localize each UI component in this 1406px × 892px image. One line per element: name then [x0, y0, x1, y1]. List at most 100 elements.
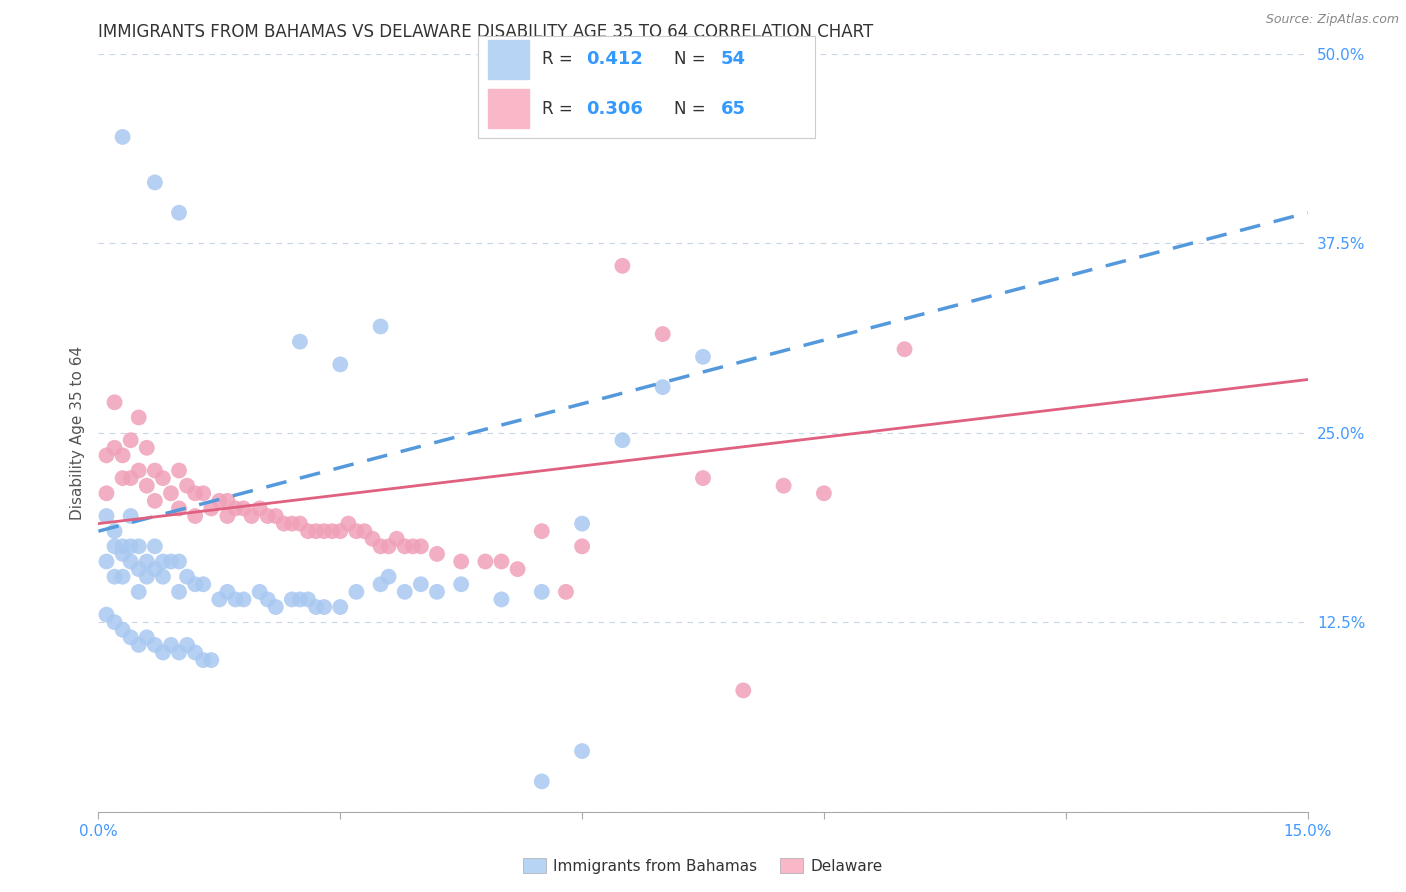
- Point: [184, 646, 207, 660]
- Point: [571, 744, 593, 758]
- Point: [651, 327, 673, 342]
- Point: [96, 607, 118, 622]
- Text: 54: 54: [721, 50, 747, 69]
- Point: [426, 585, 449, 599]
- Point: [128, 539, 150, 553]
- Point: [273, 516, 295, 531]
- Point: [135, 479, 157, 493]
- Point: [167, 206, 190, 220]
- Bar: [488, 89, 529, 128]
- Point: [612, 259, 634, 273]
- Point: [217, 508, 239, 523]
- Point: [893, 343, 915, 357]
- Point: [152, 570, 174, 584]
- Point: [314, 524, 336, 539]
- Point: [288, 334, 311, 349]
- Point: [193, 653, 215, 667]
- Point: [111, 539, 134, 553]
- Point: [361, 532, 384, 546]
- Point: [135, 570, 157, 584]
- Point: [208, 494, 231, 508]
- Point: [240, 508, 263, 523]
- Point: [103, 441, 125, 455]
- Point: [530, 524, 553, 539]
- Point: [232, 501, 254, 516]
- Text: Source: ZipAtlas.com: Source: ZipAtlas.com: [1265, 13, 1399, 27]
- Point: [224, 592, 246, 607]
- Point: [409, 577, 432, 591]
- Point: [571, 539, 593, 553]
- Point: [135, 554, 157, 569]
- Point: [160, 638, 183, 652]
- Point: [329, 524, 352, 539]
- Point: [135, 630, 157, 644]
- Point: [128, 585, 150, 599]
- Point: [394, 585, 416, 599]
- Point: [353, 524, 375, 539]
- Point: [474, 554, 496, 569]
- Point: [167, 585, 190, 599]
- Point: [200, 653, 222, 667]
- Point: [143, 464, 166, 478]
- Point: [450, 577, 472, 591]
- Point: [111, 547, 134, 561]
- Point: [135, 441, 157, 455]
- Point: [193, 486, 215, 500]
- Point: [167, 646, 190, 660]
- Point: [167, 501, 190, 516]
- Text: N =: N =: [673, 50, 706, 69]
- Point: [264, 600, 287, 615]
- Point: [426, 547, 449, 561]
- Point: [152, 554, 174, 569]
- Text: 0.412: 0.412: [586, 50, 643, 69]
- Point: [377, 539, 399, 553]
- Legend: Immigrants from Bahamas, Delaware: Immigrants from Bahamas, Delaware: [516, 852, 890, 880]
- Point: [344, 524, 367, 539]
- Point: [733, 683, 755, 698]
- Point: [281, 592, 304, 607]
- Point: [530, 774, 553, 789]
- Point: [184, 577, 207, 591]
- Text: 65: 65: [721, 100, 747, 118]
- Point: [143, 494, 166, 508]
- Point: [249, 501, 271, 516]
- Point: [344, 585, 367, 599]
- Point: [176, 479, 198, 493]
- Point: [506, 562, 529, 576]
- Point: [128, 410, 150, 425]
- Text: N =: N =: [673, 100, 706, 118]
- Point: [120, 508, 142, 523]
- Point: [651, 380, 673, 394]
- Point: [111, 570, 134, 584]
- Point: [297, 524, 319, 539]
- Point: [491, 592, 513, 607]
- Point: [167, 554, 190, 569]
- Point: [143, 638, 166, 652]
- Point: [692, 350, 714, 364]
- Point: [167, 464, 190, 478]
- Point: [200, 501, 222, 516]
- Text: R =: R =: [543, 50, 572, 69]
- Point: [103, 524, 125, 539]
- Point: [143, 562, 166, 576]
- Point: [297, 592, 319, 607]
- Point: [450, 554, 472, 569]
- Point: [321, 524, 343, 539]
- Point: [128, 562, 150, 576]
- Point: [370, 577, 392, 591]
- Point: [111, 471, 134, 485]
- Point: [249, 585, 271, 599]
- Text: R =: R =: [543, 100, 572, 118]
- Point: [184, 486, 207, 500]
- Y-axis label: Disability Age 35 to 64: Disability Age 35 to 64: [69, 345, 84, 520]
- Point: [256, 592, 278, 607]
- Point: [264, 508, 287, 523]
- Point: [329, 600, 352, 615]
- Point: [128, 464, 150, 478]
- Point: [217, 585, 239, 599]
- Point: [409, 539, 432, 553]
- Point: [402, 539, 425, 553]
- Point: [571, 516, 593, 531]
- Point: [305, 600, 328, 615]
- Point: [555, 585, 578, 599]
